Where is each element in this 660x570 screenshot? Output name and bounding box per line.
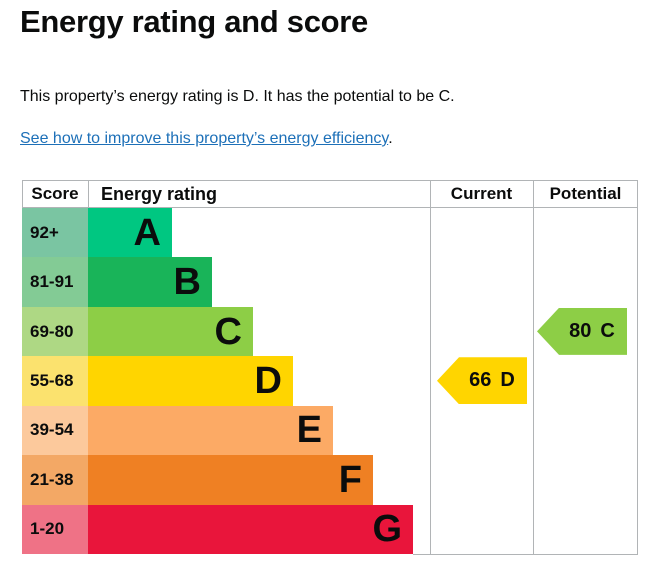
energy-rating-chart: Score Energy rating Current Potential 92… [22, 180, 639, 556]
grid-line-potential-left [533, 180, 534, 555]
potential-rating-arrow: 80 C [537, 307, 627, 355]
chart-header-score: Score [31, 184, 79, 203]
score-range-label: 39-54 [30, 420, 74, 440]
grid-line-current-left [430, 180, 431, 555]
potential-score-value: 80 [569, 319, 592, 342]
score-range-label: 55-68 [30, 370, 74, 390]
band-letter: F [338, 458, 362, 501]
grid-line-right [637, 180, 638, 555]
page-title: Energy rating and score [20, 4, 368, 39]
grid-line-header-bottom [22, 207, 638, 208]
score-range-label: 92+ [30, 222, 59, 242]
link-suffix: . [388, 130, 393, 147]
band-letter: E [296, 409, 322, 452]
band-letter: B [173, 261, 201, 304]
band-bar: E [88, 405, 333, 456]
score-range-cell: 55-68 [22, 356, 88, 406]
band-bar: G [88, 504, 413, 554]
current-band-letter: D [500, 369, 515, 392]
band-bar: C [88, 306, 253, 357]
score-range-label: 1-20 [30, 519, 65, 539]
score-range-label: 81-91 [30, 272, 74, 292]
intro-text: This property’s energy rating is D. It h… [20, 88, 455, 105]
band-bar: F [88, 455, 373, 505]
chart-header-current: Current [450, 184, 513, 203]
score-range-label: 21-38 [30, 469, 74, 489]
score-range-cell: 69-80 [22, 306, 88, 357]
score-range-cell: 1-20 [22, 504, 88, 554]
band-row-c: 69-80 C [22, 306, 638, 357]
band-row-f: 21-38 F [22, 455, 638, 505]
band-letter: C [214, 310, 242, 353]
score-range-label: 69-80 [30, 321, 74, 341]
potential-band-letter: C [600, 319, 615, 342]
score-range-cell: 81-91 [22, 257, 88, 307]
score-range-cell: 39-54 [22, 405, 88, 456]
band-bar: D [88, 356, 293, 406]
band-letter: A [133, 211, 161, 254]
grid-line-score-header [88, 180, 89, 207]
score-range-cell: 92+ [22, 208, 88, 258]
band-bar: B [88, 257, 212, 307]
improvement-link-line: See how to improve this property’s energ… [20, 128, 393, 150]
band-letter: G [372, 508, 402, 551]
improvement-link[interactable]: See how to improve this property’s energ… [20, 130, 389, 147]
band-rows: 92+ A 81-91 B 69-80 C 55-68 D 39-54 E 21… [22, 208, 638, 554]
chart-header-rating: Energy rating [101, 184, 218, 204]
grid-line-left-header [22, 180, 23, 207]
current-rating-arrow: 66 D [437, 357, 527, 405]
band-bar: A [88, 208, 172, 258]
grid-line-top [22, 180, 638, 181]
band-letter: D [254, 359, 282, 402]
band-row-a: 92+ A [22, 208, 638, 258]
current-score-value: 66 [469, 369, 492, 392]
score-range-cell: 21-38 [22, 455, 88, 505]
grid-line-bottom [413, 554, 638, 555]
chart-header-potential: Potential [549, 184, 622, 203]
band-row-d: 55-68 D [22, 356, 638, 406]
band-row-e: 39-54 E [22, 405, 638, 456]
band-row-b: 81-91 B [22, 257, 638, 307]
band-row-g: 1-20 G [22, 504, 638, 554]
